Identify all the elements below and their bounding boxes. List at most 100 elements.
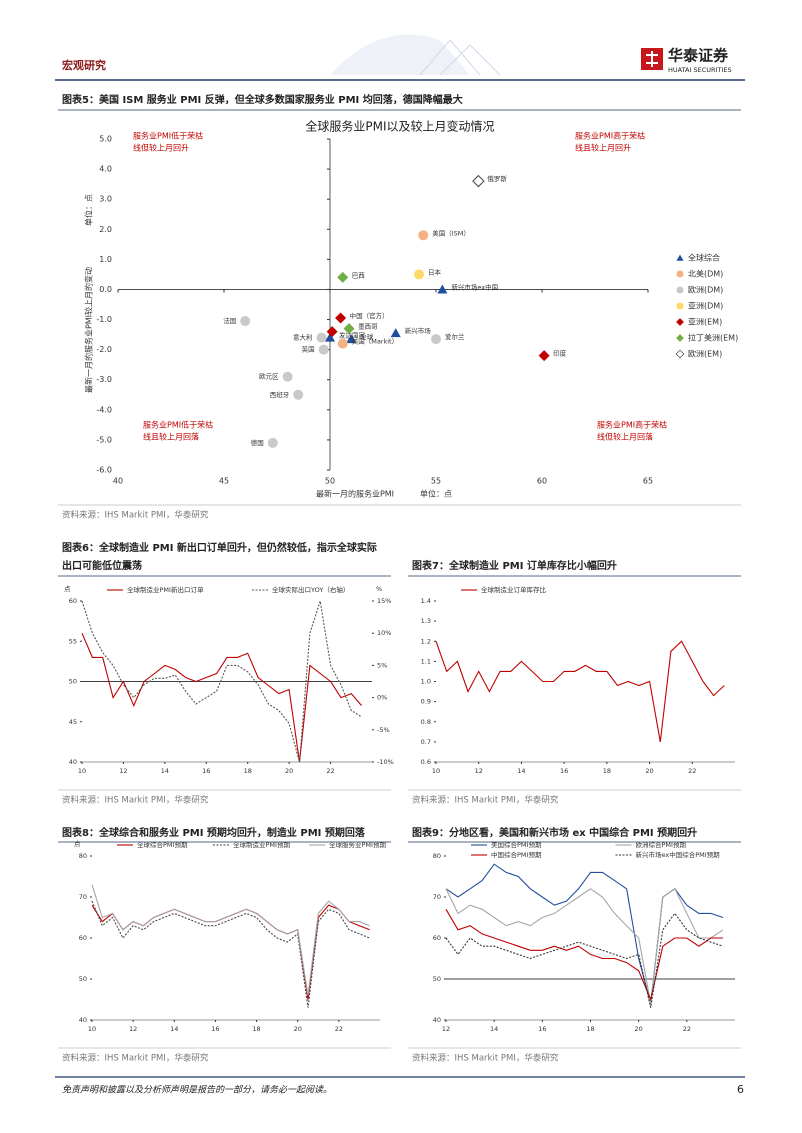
line-chart: 10 12 14 16 18 20 22 0.6 0.7 0.8 0.9 1.0 1.1 1.2 1.3 1.… xyxy=(421,585,735,775)
figure-source: 资料来源：IHS Markit PMI，华泰研究 xyxy=(62,795,209,806)
point-label: 巴西 xyxy=(352,271,366,279)
brand: 华泰证券 xyxy=(668,47,729,65)
y-tick-label: 0.9 xyxy=(421,698,431,706)
quadrant-note: 线但较上月回落 xyxy=(597,432,653,442)
y-tick-label: 70 xyxy=(433,893,441,901)
point-label: 爱尔兰 xyxy=(445,332,465,341)
figure-source: 资料来源：IHS Markit PMI，华泰研究 xyxy=(62,1053,209,1064)
x-tick-label: 20 xyxy=(645,767,653,775)
x-tick-label: 50 xyxy=(325,477,335,486)
page-number: 6 xyxy=(737,1083,744,1096)
legend-label: 全球实际出口YOY（右轴） xyxy=(272,585,349,594)
series-line xyxy=(445,912,724,1008)
point-label: 英国 xyxy=(302,345,315,354)
y-tick-label: 60 xyxy=(433,934,441,942)
brand-en: HUATAI SECURITIES xyxy=(668,66,732,74)
series-line xyxy=(445,887,724,1004)
y-tick-label: 2.0 xyxy=(99,225,112,234)
series-line xyxy=(91,900,370,1008)
y2-tick-label: 0% xyxy=(377,694,387,702)
y-tick-label: 0.8 xyxy=(421,718,431,726)
x-tick-label: 14 xyxy=(170,1025,178,1033)
legend-label: 美国综合PMI预期 xyxy=(491,840,542,849)
point xyxy=(335,312,347,324)
legend-label: 全球制造业PMI新出口订单 xyxy=(127,585,204,594)
point xyxy=(414,269,425,280)
legend-label: 亚洲(EM) xyxy=(688,318,722,327)
x-tick-label: 16 xyxy=(202,767,210,775)
x-tick-label: 22 xyxy=(683,1025,691,1033)
quadrant-note: 线且较上月回落 xyxy=(143,432,199,442)
legend-label: 亚洲(DM) xyxy=(688,302,723,311)
y-tick-label: 4.0 xyxy=(99,165,112,174)
figure-title: 图表6：全球制造业 PMI 新出口订单回升，但仍然较低，指示全球实际 xyxy=(62,541,377,554)
y-axis-label: 最新一月的服务业PMI较上月的变动 xyxy=(84,267,94,393)
point-label: 新兴市场 xyxy=(405,326,432,335)
x-tick-label: 10 xyxy=(78,767,86,775)
x-tick-label: 20 xyxy=(285,767,293,775)
series-line xyxy=(81,632,363,763)
x-tick-label: 10 xyxy=(88,1025,96,1033)
point-label: 墨西哥 xyxy=(358,323,378,331)
scatter-chart: 全球服务业PMI以及较上月变动情况 40 45 50 55 60 65 -6.0 -5.0 -4.… xyxy=(84,119,739,499)
y-tick-label: -5.0 xyxy=(96,435,112,444)
y-tick-label: 1.4 xyxy=(421,597,431,605)
line-chart: 12 14 16 18 20 22 40 50 60 70 80 美国综合PMI预期 欧洲综合PMI预期… xyxy=(433,840,735,1033)
legend-marker xyxy=(676,254,684,261)
quadrant-note: 线但较上月回升 xyxy=(133,143,189,153)
series-line xyxy=(91,904,370,1000)
y-tick-label: 60 xyxy=(79,934,87,942)
y-tick-label: 60 xyxy=(69,597,77,605)
point xyxy=(472,174,485,188)
y-tick-label: -4.0 xyxy=(96,405,112,414)
y-tick-label: 1.0 xyxy=(421,678,431,686)
header-decoration xyxy=(419,39,501,76)
x-tick-label: 45 xyxy=(219,477,229,486)
y-tick-label: 1.0 xyxy=(99,255,112,264)
legend-label: 全球综合 xyxy=(688,253,720,263)
x-tick-label: 55 xyxy=(431,477,441,486)
chart-title: 全球服务业PMI以及较上月变动情况 xyxy=(305,119,494,134)
y-tick-label: 50 xyxy=(69,678,77,686)
legend-label: 拉丁美洲(EM) xyxy=(688,333,738,343)
legend-marker xyxy=(675,349,685,359)
x-tick-label: 18 xyxy=(586,1025,594,1033)
x-tick-label: 16 xyxy=(211,1025,219,1033)
point-label: 日本 xyxy=(428,267,442,276)
legend-label: 欧洲综合PMI预期 xyxy=(636,840,687,849)
x-tick-label: 16 xyxy=(560,767,568,775)
x-tick-label: 20 xyxy=(294,1025,302,1033)
y2-tick-label: -10% xyxy=(377,758,394,766)
x-tick-label: 65 xyxy=(643,477,653,486)
y2-unit: % xyxy=(376,585,382,593)
legend-marker xyxy=(676,270,684,278)
x-tick-label: 18 xyxy=(603,767,611,775)
point-label: 美国（Markit） xyxy=(352,337,398,346)
y-unit: 点 xyxy=(74,840,81,848)
series-line xyxy=(445,909,723,1002)
x-tick-label: 14 xyxy=(161,767,169,775)
point-label: 欧元区 xyxy=(259,372,279,381)
y-tick-label: -2.0 xyxy=(96,345,112,354)
series-line xyxy=(81,600,362,763)
point xyxy=(282,371,293,382)
y-tick-label: 0.7 xyxy=(421,738,431,746)
figure-title: 图表7：全球制造业 PMI 订单库存比小幅回升 xyxy=(412,559,617,572)
y2-tick-label: 10% xyxy=(377,629,391,637)
y-axis-unit: 单位：点 xyxy=(84,194,94,226)
point xyxy=(337,271,349,283)
point xyxy=(326,326,338,338)
series-line xyxy=(445,863,724,1004)
y-tick-label: 40 xyxy=(79,1016,87,1024)
x-tick-label: 20 xyxy=(635,1025,643,1033)
legend-label: 全球服务业PMI预期 xyxy=(329,840,386,849)
y-tick-label: 5.0 xyxy=(99,135,112,144)
x-axis-label: 最新一月的服务业PMI xyxy=(316,489,394,499)
legend-marker xyxy=(676,302,684,310)
y-tick-label: 40 xyxy=(69,758,77,766)
y-tick-label: 0.6 xyxy=(421,758,431,766)
x-tick-label: 22 xyxy=(326,767,334,775)
x-tick-label: 18 xyxy=(252,1025,260,1033)
point-label: 全球 xyxy=(360,332,374,341)
